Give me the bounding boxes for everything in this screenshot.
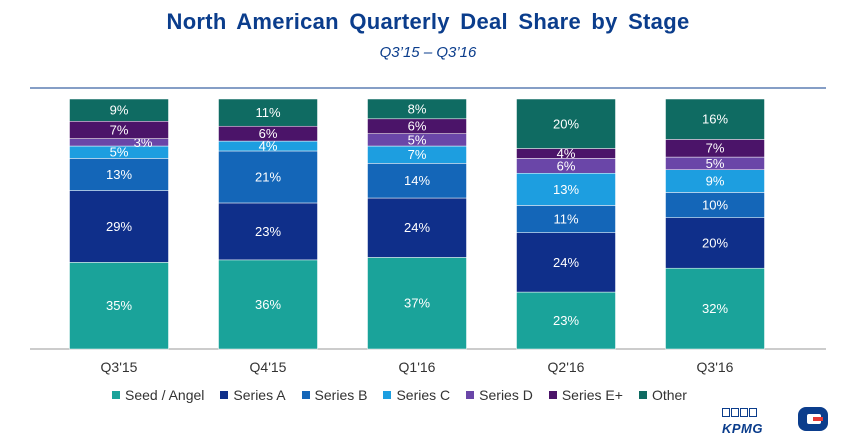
label-series-e-q4-15: 6%	[259, 126, 278, 141]
label-series-c-q3-15: 5%	[110, 145, 129, 160]
x-tick-q2-16: Q2'16	[548, 359, 585, 375]
bar-series-a-q1-16	[367, 197, 467, 258]
label-series-b-q2-16: 11%	[553, 212, 578, 227]
legend-label-series-d: Series D	[479, 387, 533, 403]
label-series-a-q3-16: 20%	[702, 235, 728, 250]
kpmg-logo-boxes	[722, 408, 758, 417]
bar-series-b-q1-16	[367, 163, 467, 199]
chart-title: North American Quarterly Deal Share by S…	[166, 9, 690, 34]
bar-seed-angel-q4-15	[218, 259, 318, 350]
label-series-a-q1-16: 24%	[404, 220, 430, 235]
legend-label-series-a: Series A	[233, 387, 286, 403]
legend-item-series-b: Series B	[301, 387, 368, 403]
label-seed-angel-q4-15: 36%	[255, 297, 281, 312]
legend-swatch-other	[638, 391, 647, 399]
label-series-b-q1-16: 14%	[404, 173, 430, 188]
legend-item-seed-angel: Seed / Angel	[112, 387, 204, 403]
bar-other-q3-15	[69, 98, 169, 122]
bar-series-a-q3-15	[69, 190, 169, 263]
label-series-b-q4-15: 21%	[255, 169, 281, 184]
legend-item-series-d: Series D	[466, 387, 533, 403]
bar-seed-angel-q3-16	[665, 267, 765, 350]
label-series-b-q3-16: 10%	[702, 198, 728, 213]
label-series-c-q4-15: 4%	[259, 139, 278, 154]
bar-series-a-q2-16	[516, 232, 616, 293]
x-tick-q3-15: Q3'15	[101, 359, 138, 375]
chart-subtitle: Q3’15 – Q3’16	[379, 44, 477, 61]
legend-swatch-series-d	[466, 391, 475, 399]
legend-item-series-c: Series C	[383, 387, 450, 403]
label-series-c-q3-16: 9%	[706, 174, 725, 189]
label-seed-angel-q2-16: 23%	[553, 313, 579, 328]
chart-legend: Seed / Angel Series A Series B Series C Seri…	[112, 387, 703, 403]
label-other-q3-15: 9%	[110, 103, 129, 118]
bar-seed-angel-q2-16	[516, 291, 616, 350]
label-series-a-q3-15: 29%	[106, 219, 132, 234]
bar-series-b-q3-15	[69, 158, 169, 191]
brand-logo-icon	[798, 407, 828, 431]
label-other-q3-16: 16%	[702, 112, 728, 127]
bar-series-a-q3-16	[665, 217, 765, 269]
legend-swatch-series-e	[548, 391, 557, 399]
x-tick-q3-16: Q3'16	[697, 359, 734, 375]
legend-item-series-a: Series A	[220, 387, 286, 403]
bar-series-d-q3-15	[69, 138, 169, 147]
label-seed-angel-q1-16: 37%	[404, 296, 430, 311]
label-other-q2-16: 20%	[553, 116, 579, 131]
legend-swatch-seed-angel	[112, 391, 120, 399]
legend-swatch-series-c	[383, 391, 392, 399]
label-series-e-q3-15: 7%	[110, 122, 129, 137]
x-tick-q4-15: Q4'15	[250, 359, 287, 375]
legend-label-seed-angel: Seed / Angel	[125, 387, 205, 403]
legend-item-other: Other	[638, 387, 687, 403]
label-series-b-q3-15: 13%	[106, 167, 132, 182]
bar-series-b-q4-15	[218, 150, 318, 204]
label-other-q1-16: 8%	[408, 101, 427, 116]
label-series-e-q1-16: 6%	[408, 119, 427, 134]
label-series-a-q2-16: 24%	[553, 255, 579, 270]
bar-seed-angel-q3-15	[69, 262, 169, 350]
label-seed-angel-q3-15: 35%	[106, 298, 132, 313]
label-series-d-q3-16: 5%	[706, 156, 725, 171]
bar-series-c-q2-16	[516, 173, 616, 206]
label-series-d-q2-16: 6%	[557, 158, 576, 173]
label-series-a-q4-15: 23%	[255, 224, 281, 239]
legend-swatch-series-a	[220, 391, 229, 399]
label-other-q4-15: 11%	[255, 105, 280, 120]
label-series-e-q2-16: 4%	[557, 146, 576, 161]
legend-swatch-series-b	[301, 391, 310, 399]
bar-series-b-q3-16	[665, 192, 765, 218]
x-tick-q1-16: Q1'16	[399, 359, 436, 375]
kpmg-logo-text: KPMG	[722, 421, 763, 436]
legend-label-other: Other	[651, 387, 687, 403]
legend-label-series-b: Series B	[314, 387, 368, 403]
label-series-e-q3-16: 7%	[706, 141, 725, 156]
label-seed-angel-q3-16: 32%	[702, 301, 728, 316]
bar-series-b-q2-16	[516, 205, 616, 233]
legend-label-series-e: Series E+	[561, 387, 623, 403]
legend-item-series-e: Series E+	[548, 387, 623, 403]
bar-series-a-q4-15	[218, 202, 318, 261]
bar-other-q2-16	[516, 98, 616, 149]
label-series-d-q1-16: 5%	[408, 132, 427, 147]
bar-seed-angel-q1-16	[367, 257, 467, 350]
bar-other-q1-16	[367, 98, 467, 120]
bar-other-q3-16	[665, 98, 765, 140]
label-series-c-q2-16: 13%	[553, 182, 579, 197]
bar-other-q4-15	[218, 98, 318, 127]
label-series-c-q1-16: 7%	[408, 147, 427, 162]
legend-label-series-c: Series C	[396, 387, 451, 403]
